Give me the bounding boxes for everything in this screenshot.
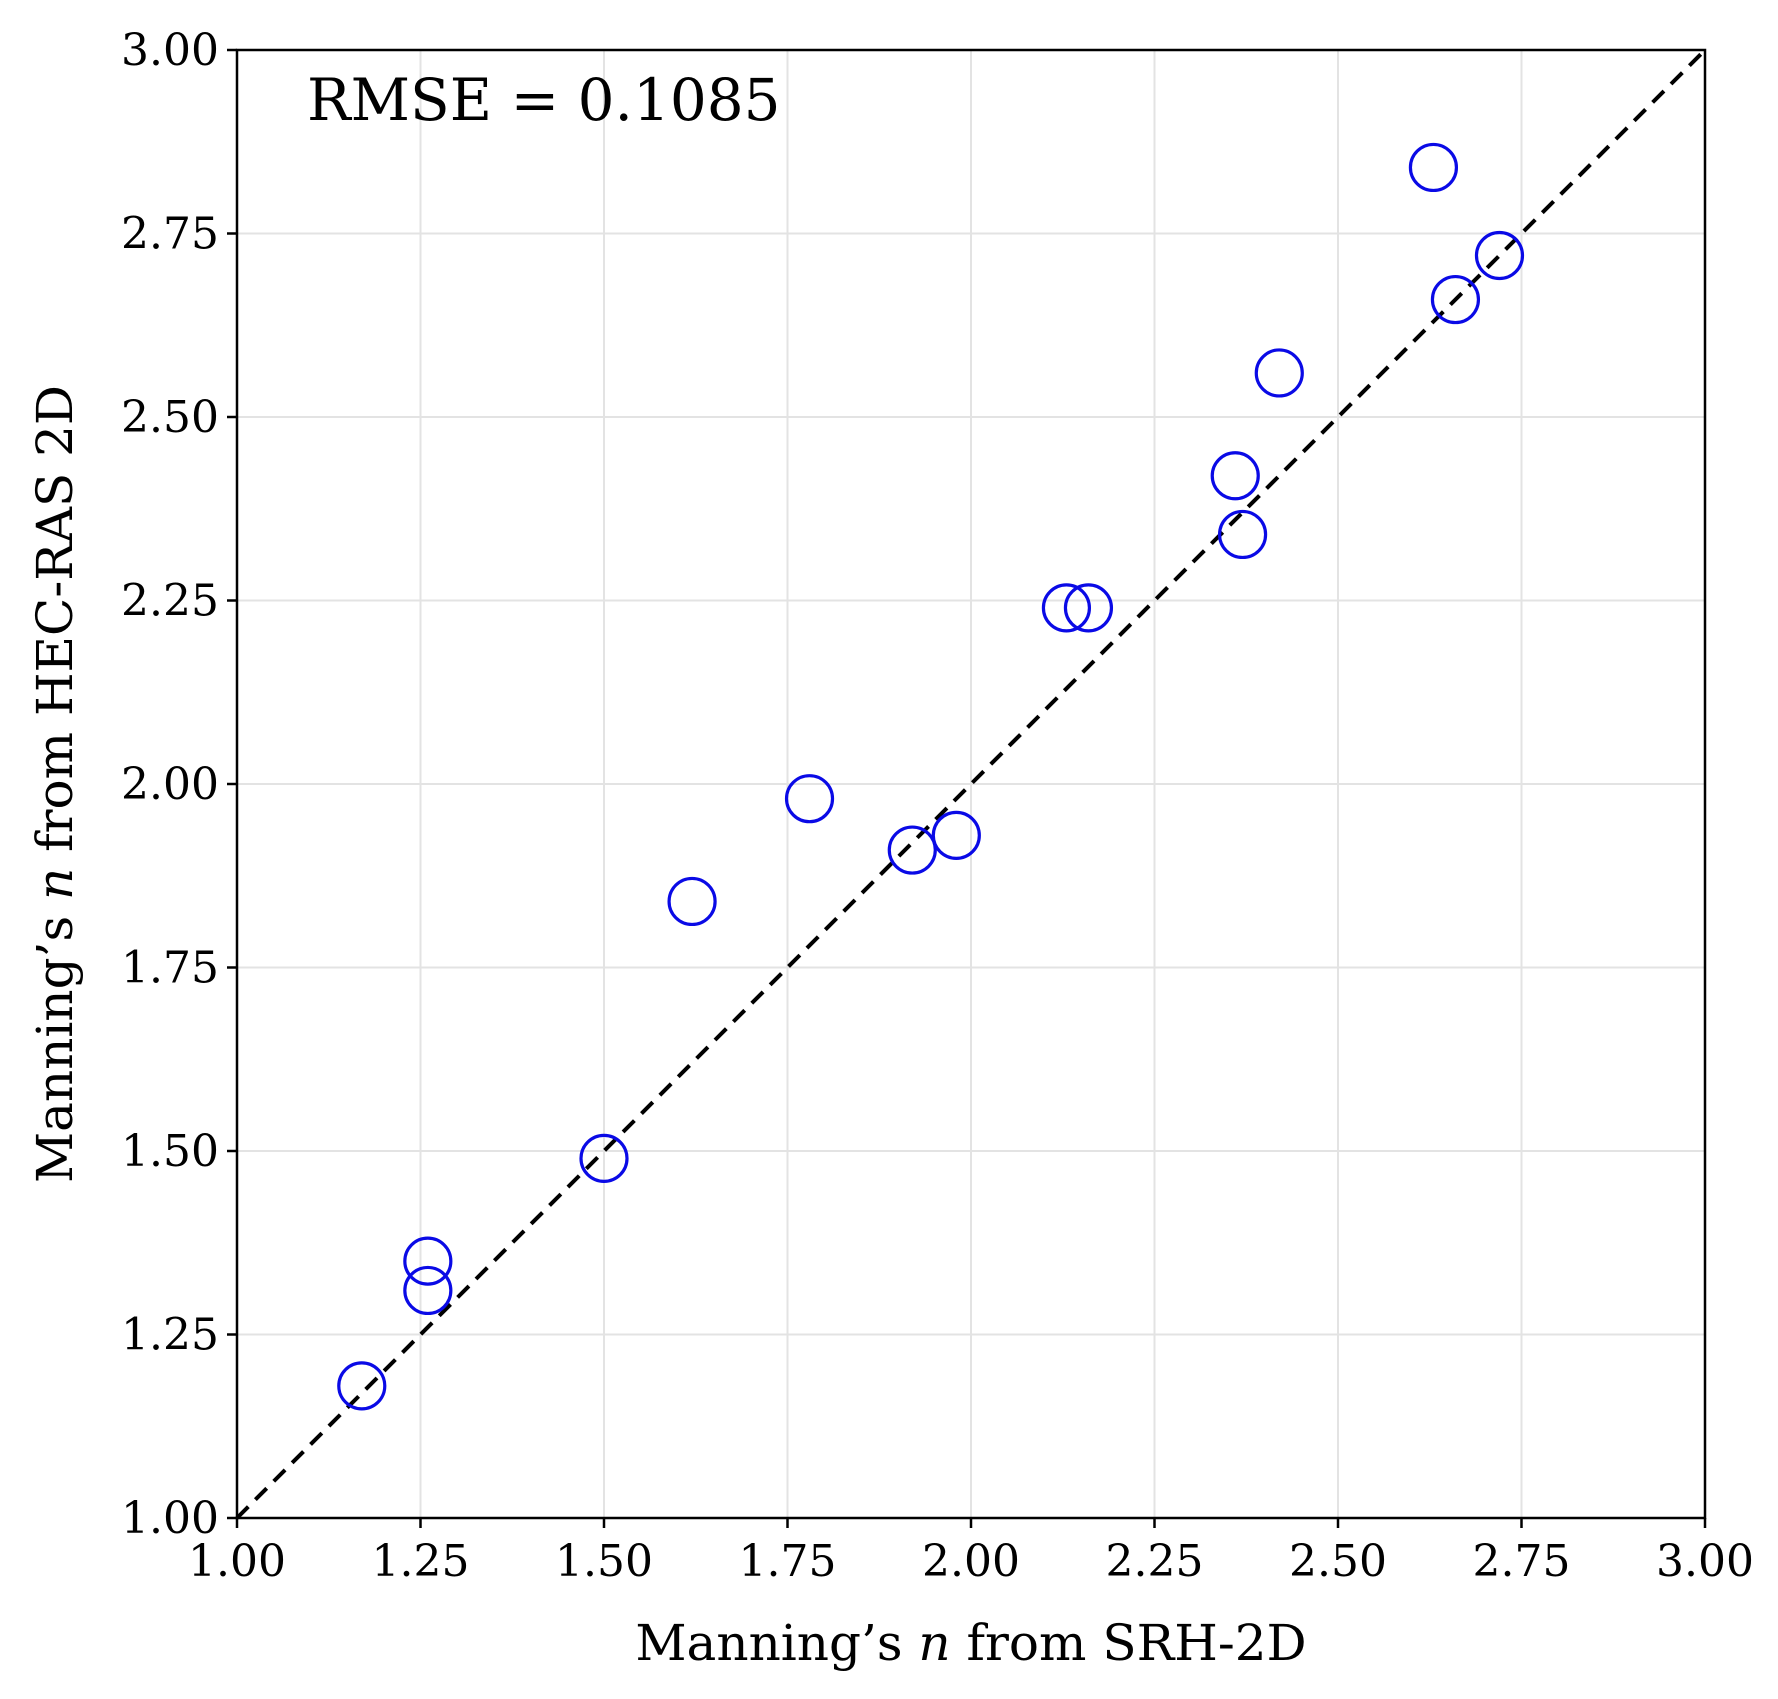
data-point (1408, 142, 1459, 193)
x-tick-label: 2.00 (922, 1536, 1020, 1587)
rmse-annotation: RMSE = 0.1085 (307, 66, 781, 134)
data-points (337, 142, 1525, 1411)
y-tick-label: 3.00 (121, 25, 219, 76)
x-tick-label: 3.00 (1656, 1536, 1754, 1587)
x-tick-label: 1.00 (188, 1536, 286, 1587)
data-point (1063, 583, 1114, 633)
y-tick-label: 2.75 (121, 209, 219, 260)
grid (236, 49, 1706, 1519)
y-tick-label: 2.50 (121, 392, 219, 443)
x-tick-label: 2.50 (1289, 1536, 1387, 1587)
y-tick-labels: 1.00 1.25 1.50 1.75 2.00 2.25 2.50 2.75 3.00 (121, 25, 219, 1544)
y-tick-label: 1.25 (121, 1310, 219, 1361)
data-point (403, 1265, 453, 1316)
y-axis-label-suffix: from HEC-RAS 2D (26, 385, 84, 868)
data-point (1254, 348, 1304, 398)
x-tick-label: 2.75 (1473, 1536, 1571, 1587)
y-tick-label: 1.50 (121, 1126, 219, 1177)
data-point (1041, 583, 1092, 633)
x-tick-labels: 1.00 1.25 1.50 1.75 2.00 2.25 2.50 2.75 3.00 (188, 1536, 1754, 1587)
y-tick-label: 1.00 (121, 1493, 219, 1544)
x-tick-label: 1.50 (555, 1536, 653, 1587)
data-point (667, 876, 717, 927)
y-axis-label-symbol: n (26, 868, 84, 900)
x-tick-label: 1.25 (372, 1536, 470, 1587)
data-point (887, 825, 937, 875)
x-tick-label: 2.25 (1106, 1536, 1204, 1587)
data-point (403, 1236, 453, 1286)
data-point (1430, 274, 1481, 325)
data-point (1210, 451, 1260, 501)
x-axis-label-prefix: Manning’s (635, 1614, 918, 1672)
data-point (337, 1361, 387, 1411)
y-tick-label: 1.75 (121, 943, 219, 994)
data-point (579, 1133, 629, 1183)
data-point (1474, 230, 1525, 281)
x-tick-label: 1.75 (739, 1536, 837, 1587)
x-axis-label: Manning’s n from SRH-2D (635, 1614, 1306, 1672)
data-point (1217, 509, 1268, 560)
y-axis-label-prefix: Manning’s (26, 900, 84, 1183)
data-point (931, 810, 981, 860)
identity-line (235, 48, 1707, 1520)
x-axis-label-suffix: from SRH-2D (951, 1614, 1307, 1672)
x-axis-label-symbol: n (918, 1614, 950, 1672)
y-tick-label: 2.00 (121, 759, 219, 810)
y-tick-label: 2.25 (121, 576, 219, 627)
axis-ticks (227, 48, 1707, 1528)
data-point (784, 774, 835, 824)
y-axis-label: Manning’s n from HEC-RAS 2D (26, 385, 84, 1183)
reference-line-group (235, 48, 1707, 1520)
